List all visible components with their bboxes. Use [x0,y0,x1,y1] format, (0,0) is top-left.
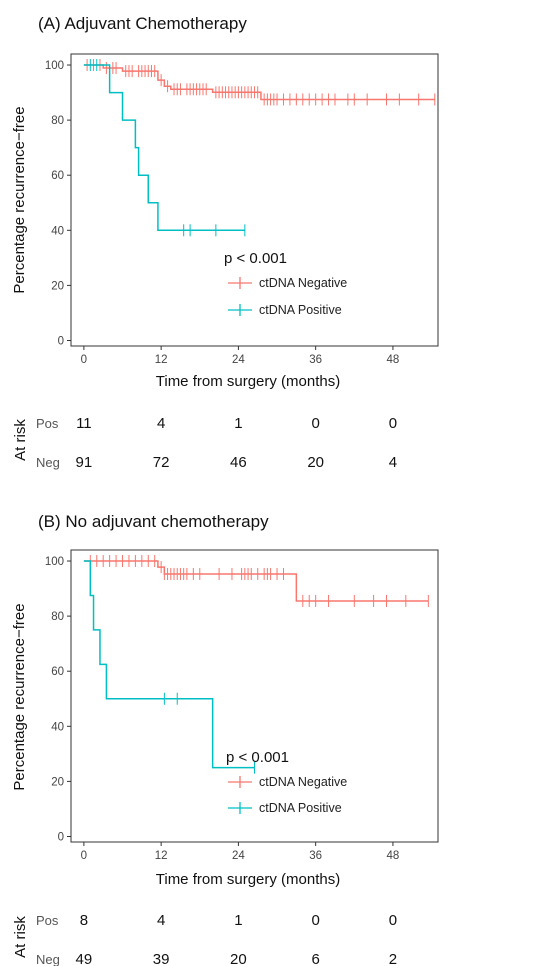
y-tick-label: 20 [51,280,64,292]
y-tick-label: 60 [51,170,64,182]
risk-count-neg: 46 [230,454,247,471]
x-tick-label: 36 [309,850,322,862]
panel-a-legend-label-positive: ctDNA Positive [259,303,342,317]
x-tick-label: 0 [81,850,87,862]
y-tick-label: 40 [51,225,64,237]
panel-b-legend-key-negative [228,776,252,788]
risk-count-pos: 4 [157,912,165,929]
panel-b-yaxis: 0 20 40 60 80 100 [45,556,71,843]
risk-count-neg: 49 [76,951,93,966]
risk-count-pos: 0 [311,912,319,929]
y-tick-label: 20 [51,776,64,788]
km-curve-negative [83,64,435,101]
panel-a-risk-values: 11 4 1 0 0 91 72 46 20 4 [76,415,398,471]
panel-b-p-value: p < 0.001 [226,749,289,766]
panel-b-legend-key-positive [228,802,252,814]
panel-a-risk-table: At risk Pos Neg 11 4 1 0 0 91 72 46 20 4 [12,415,397,471]
panel-b-plot-frame [70,549,439,843]
risk-count-pos: 1 [234,912,242,929]
risk-count-pos: 11 [76,415,92,432]
km-curve-positive [83,560,255,769]
panel-b-risk-title: At risk [12,916,29,958]
risk-count-pos: 4 [157,415,165,432]
panel-a-xaxis: 0 12 24 36 48 [81,346,400,366]
risk-count-neg: 4 [389,454,397,471]
panel-b-risk-values: 8 4 1 0 0 49 39 20 6 2 [76,912,398,966]
x-tick-label: 12 [155,850,168,862]
panel-a-p-value: p < 0.001 [224,250,287,267]
panel-b-legend-label-negative: ctDNA Negative [259,775,347,789]
panel-b-x-axis-title: Time from surgery (months) [156,871,340,888]
panel-b: (B) No adjuvant chemotherapy 02040608010… [11,512,439,966]
x-tick-label: 36 [309,354,322,366]
risk-count-neg: 20 [230,951,247,966]
panel-b-curves [83,555,429,774]
risk-count-neg: 72 [153,454,170,471]
panel-a-curves [83,59,436,237]
panel-a-risk-title: At risk [12,419,29,461]
panel-a-legend: ctDNA Negative ctDNA Positive [228,276,347,317]
risk-count-pos: 0 [311,415,319,432]
y-tick-label: 100 [45,60,64,72]
panel-a-plot-frame [70,53,439,347]
panel-a-legend-key-negative [228,277,252,289]
y-tick-label: 60 [51,666,64,678]
y-tick-label: 80 [51,115,64,127]
x-tick-label: 48 [387,850,400,862]
y-tick-label: 80 [51,611,64,623]
panel-a-legend-label-negative: ctDNA Negative [259,276,347,290]
panel-b-xaxis: 0 12 24 36 48 [81,842,400,862]
risk-count-pos: 1 [234,415,242,432]
x-tick-label: 24 [232,354,245,366]
x-tick-label: 24 [232,850,245,862]
risk-count-pos: 0 [389,415,397,432]
panel-a-yaxis: 0 20 40 60 80 100 [45,60,71,347]
y-tick-label: 0 [58,831,64,843]
panel-b-risk-label-neg: Neg [36,952,60,966]
risk-count-neg: 2 [389,951,397,966]
y-tick-label: 0 [58,335,64,347]
panel-b-title: (B) No adjuvant chemotherapy [38,512,269,531]
panel-a-x-axis-title: Time from surgery (months) [156,373,340,390]
panel-a-legend-key-positive [228,304,252,316]
risk-count-neg: 6 [311,951,319,966]
x-tick-label: 0 [81,354,87,366]
y-tick-label: 40 [51,721,64,733]
y-tick-label: 100 [45,556,64,568]
panel-b-risk-table: At risk Pos Neg 8 4 1 0 0 49 39 20 6 2 [12,912,397,966]
panel-b-legend-label-positive: ctDNA Positive [259,801,342,815]
risk-count-pos: 0 [389,912,397,929]
panel-a-risk-label-neg: Neg [36,455,60,470]
risk-count-pos: 8 [80,912,88,929]
panel-a-title: (A) Adjuvant Chemotherapy [38,14,247,33]
panel-b-risk-label-pos: Pos [36,913,59,928]
risk-count-neg: 39 [153,951,170,966]
risk-count-neg: 20 [307,454,324,471]
panel-b-legend: ctDNA Negative ctDNA Positive [228,775,347,815]
x-tick-label: 48 [387,354,400,366]
panel-b-y-axis-title: Percentage recurrence−free [11,603,28,790]
risk-count-neg: 91 [76,454,93,471]
km-curve-positive [83,64,245,232]
panel-a-y-axis-title: Percentage recurrence−free [11,106,28,293]
x-tick-label: 12 [155,354,168,366]
panel-a-risk-label-pos: Pos [36,416,59,431]
